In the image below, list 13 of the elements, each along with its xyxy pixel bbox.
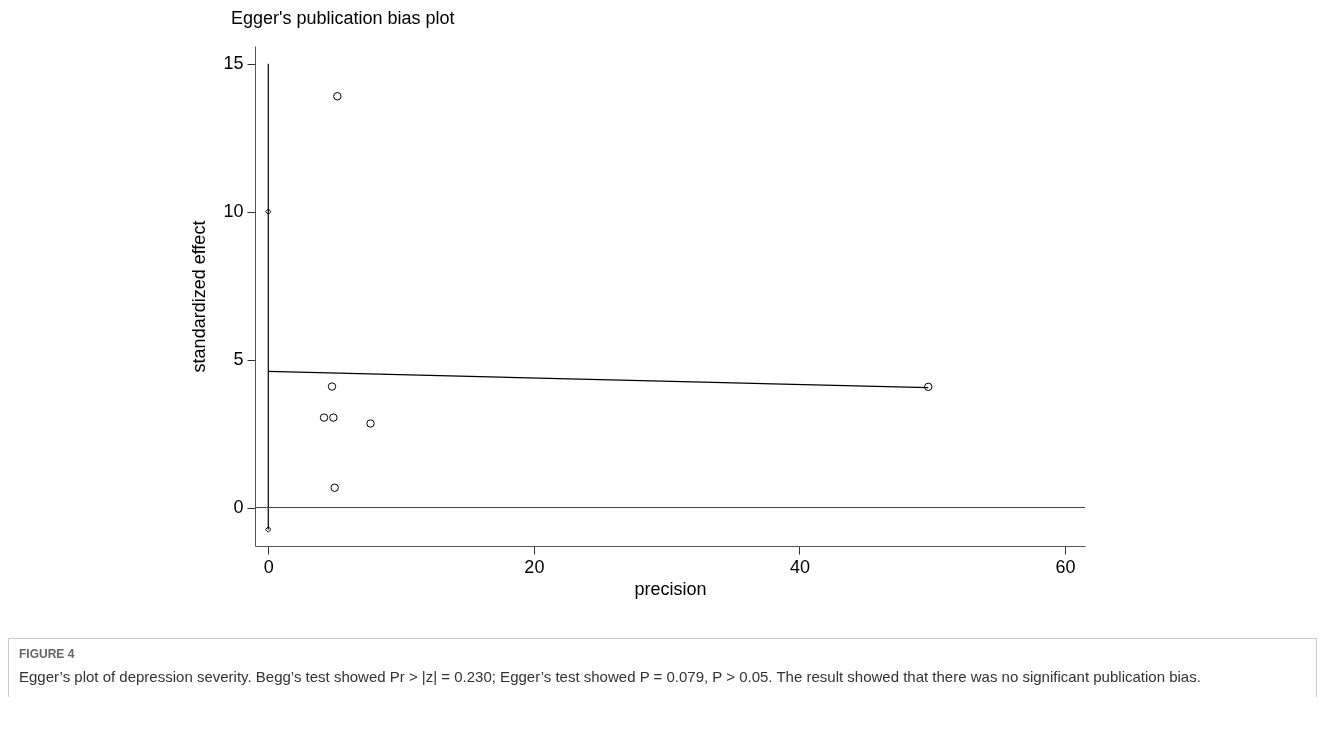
x-tick-label: 0 <box>263 556 274 577</box>
x-tick-label: 20 <box>524 556 545 577</box>
x-tick-label: 60 <box>1055 556 1076 577</box>
text: Egger’s plot of depression severity. Begg’s test showed Pr > |z| = 0.230; Egger’s test showed P = 0.079, P > 0.05. The result showed that there was no significant publication bias. <box>19 667 1202 687</box>
x-axis-title: precision <box>634 578 707 599</box>
chart-title: Egger's publication bias plot <box>230 8 455 28</box>
y-tick-label: 10 <box>223 201 244 222</box>
x-tick-label: 40 <box>789 556 810 577</box>
y-tick-label: 5 <box>233 349 244 370</box>
y-axis-title: standardized effect <box>189 220 210 373</box>
y-tick-label: 0 <box>233 497 244 518</box>
caption: FIGURE 4 <box>19 647 76 661</box>
y-tick-label: 15 <box>223 53 244 74</box>
